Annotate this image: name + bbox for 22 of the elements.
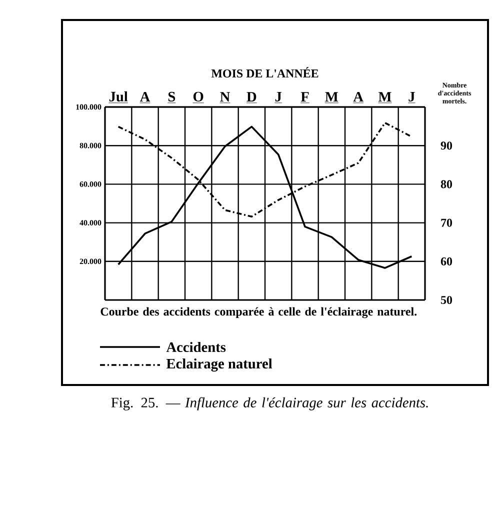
x-tick-label: O	[193, 92, 204, 102]
x-tick-label: Jul	[109, 91, 128, 102]
x-tick-label: S	[168, 92, 176, 102]
y2-tick-label: 80	[440, 180, 452, 188]
y2-tick-label: 90	[440, 142, 452, 150]
x-tick-label: M	[325, 92, 338, 102]
y2-tick-label: 70	[441, 218, 452, 227]
x-tick-label: A	[353, 92, 364, 102]
x-tick-label: M	[378, 92, 392, 102]
y2-tick-label: 60	[440, 257, 452, 266]
x-tick-label: J	[275, 92, 282, 102]
legend-label: Eclairage naturel	[166, 358, 272, 372]
x-tick-label: A	[140, 92, 150, 102]
x-tick-label: F	[300, 92, 309, 102]
text: Courbe des accidents comparée à celle de l'éclairage naturel.	[100, 307, 417, 318]
caption: Fig. 25. — Influence de l'éclairage sur les accidents.	[111, 397, 428, 410]
chart-title: MOIS DE L'ANNÉE	[211, 67, 318, 78]
y2-tick-label: 50	[441, 296, 452, 304]
x-tick-label: D	[246, 92, 256, 102]
legend-label: Accidents	[166, 342, 226, 352]
x-tick-label: J	[408, 92, 415, 102]
x-tick-label: N	[220, 92, 230, 102]
